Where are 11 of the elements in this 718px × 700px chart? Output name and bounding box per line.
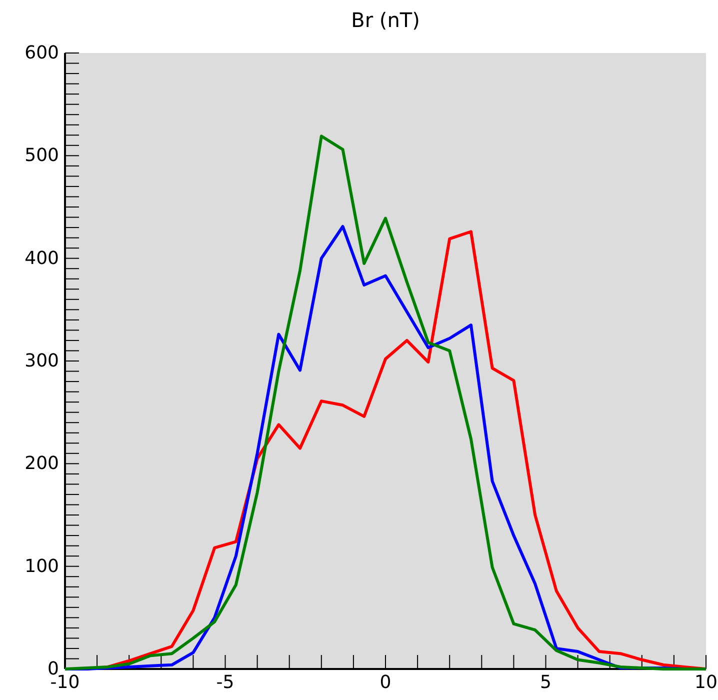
y-tick-label: 600 — [24, 42, 59, 64]
chart-title: Br (nT) — [351, 8, 420, 32]
x-tick-label: -5 — [216, 672, 234, 693]
y-tick-label: 400 — [24, 248, 59, 269]
y-tick-label: 100 — [24, 556, 59, 577]
y-tick-label: 500 — [24, 145, 59, 166]
y-tick-label: 300 — [24, 350, 59, 372]
x-tick-label: 10 — [694, 672, 718, 693]
x-tick-label: 5 — [540, 672, 552, 693]
y-tick-label: 200 — [24, 453, 59, 474]
x-tick-label: 0 — [380, 672, 392, 693]
